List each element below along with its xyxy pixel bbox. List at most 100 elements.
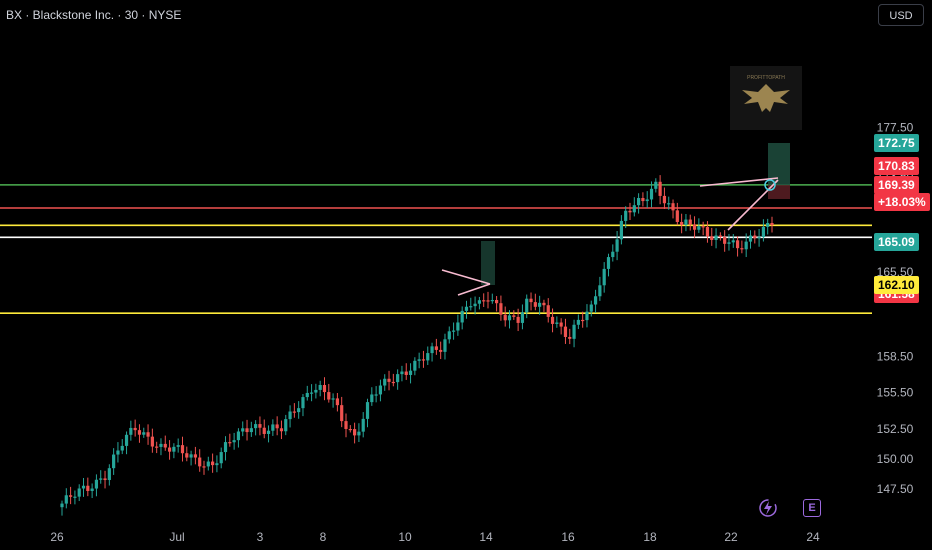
candle-body — [77, 488, 81, 497]
candle-body — [581, 319, 585, 322]
candle-body — [404, 371, 408, 375]
candle-body — [206, 461, 210, 467]
candle-body — [81, 485, 86, 489]
candle-body — [215, 463, 219, 466]
candle-body — [331, 398, 335, 400]
candle-body — [396, 374, 400, 383]
candle-body — [417, 359, 421, 361]
candle-body — [555, 322, 559, 324]
candle-body — [318, 384, 322, 390]
candle-body — [766, 222, 770, 227]
candle-body — [542, 302, 546, 306]
candle-body — [482, 300, 486, 302]
candle-body — [266, 430, 271, 434]
lightning-icon[interactable] — [757, 498, 777, 518]
earnings-icon[interactable]: E — [803, 499, 821, 517]
candle-body — [589, 304, 593, 312]
candle-body — [490, 299, 494, 302]
candle-body — [735, 240, 740, 249]
candle-body — [525, 298, 529, 313]
watermark-text: PROFITTOPATH — [747, 75, 785, 81]
candle-body — [731, 240, 735, 243]
wedge-mid-upper — [441, 269, 491, 285]
currency-button[interactable]: USD — [878, 4, 924, 26]
candle-body — [697, 226, 701, 230]
candle-body — [576, 319, 580, 325]
candle-body — [503, 314, 507, 321]
candle-body — [124, 434, 129, 446]
candle-body — [439, 349, 443, 352]
candle-body — [598, 285, 602, 297]
candle-body — [744, 241, 748, 250]
zone-green-right — [768, 143, 790, 185]
y-tick-label: 158.50 — [877, 350, 914, 364]
candle-body — [133, 427, 137, 431]
x-tick-label: 10 — [398, 530, 412, 544]
candle-body — [701, 226, 705, 228]
candle-body — [309, 392, 314, 394]
candle-body — [120, 445, 124, 451]
candle-body — [460, 310, 464, 323]
candle-body — [69, 495, 73, 497]
candle-body — [73, 496, 77, 498]
candle-body — [761, 226, 765, 238]
candle-body — [400, 371, 404, 375]
candle-body — [426, 353, 430, 361]
candle-body — [322, 384, 327, 393]
candle-body — [723, 237, 727, 244]
badge-170-83: 170.83 — [874, 157, 919, 175]
candle-body — [232, 440, 236, 443]
badge-162-10: 162.10 — [874, 276, 919, 294]
candle-body — [637, 197, 641, 206]
candle-body — [180, 445, 185, 454]
candle-body — [430, 346, 434, 354]
eagle-logo-icon — [742, 84, 790, 112]
candle-body — [628, 210, 632, 213]
candle-body — [142, 432, 146, 435]
candle-body — [413, 360, 417, 371]
candle-body — [512, 315, 516, 317]
candle-body — [546, 305, 550, 317]
candle-body — [223, 442, 228, 453]
candle-body — [520, 312, 525, 323]
candle-body — [353, 429, 357, 436]
candle-body — [770, 222, 774, 226]
candle-body — [176, 445, 180, 447]
candle-body — [275, 424, 279, 429]
candle-body — [60, 503, 64, 508]
candle-body — [249, 428, 253, 433]
x-tick-label: 22 — [724, 530, 738, 544]
y-tick-label: 177.50 — [877, 121, 914, 135]
candle-body — [271, 424, 275, 431]
candle-body — [150, 436, 154, 447]
candle-body — [456, 322, 460, 331]
candle-body — [94, 479, 99, 489]
candle-body — [383, 378, 387, 386]
candle-body — [443, 339, 447, 352]
watermark-logo: PROFITTOPATH — [730, 66, 802, 130]
candle-body — [748, 235, 753, 242]
candle-body — [297, 408, 301, 413]
candle-body — [86, 485, 90, 491]
time-axis[interactable]: 26 Jul 3 8 10 14 16 18 22 24 — [50, 530, 820, 544]
candle-body — [163, 443, 167, 448]
badge-165-09: 165.09 — [874, 233, 919, 251]
candle-body — [757, 237, 761, 239]
candle-body — [572, 324, 576, 339]
candle-body — [284, 419, 288, 432]
candle-body — [495, 299, 499, 304]
candle-body — [499, 303, 503, 315]
candle-body — [619, 220, 623, 240]
candle-body — [473, 303, 477, 307]
candle-body — [684, 219, 688, 226]
candle-body — [292, 411, 296, 413]
candle-body — [370, 394, 374, 403]
zone-green-mid — [481, 241, 495, 285]
candle-body — [688, 219, 692, 225]
candle-body — [469, 306, 473, 308]
candlestick-series — [60, 175, 774, 516]
candle-body — [593, 296, 598, 305]
candle-body — [340, 405, 344, 422]
candle-body — [387, 378, 391, 382]
